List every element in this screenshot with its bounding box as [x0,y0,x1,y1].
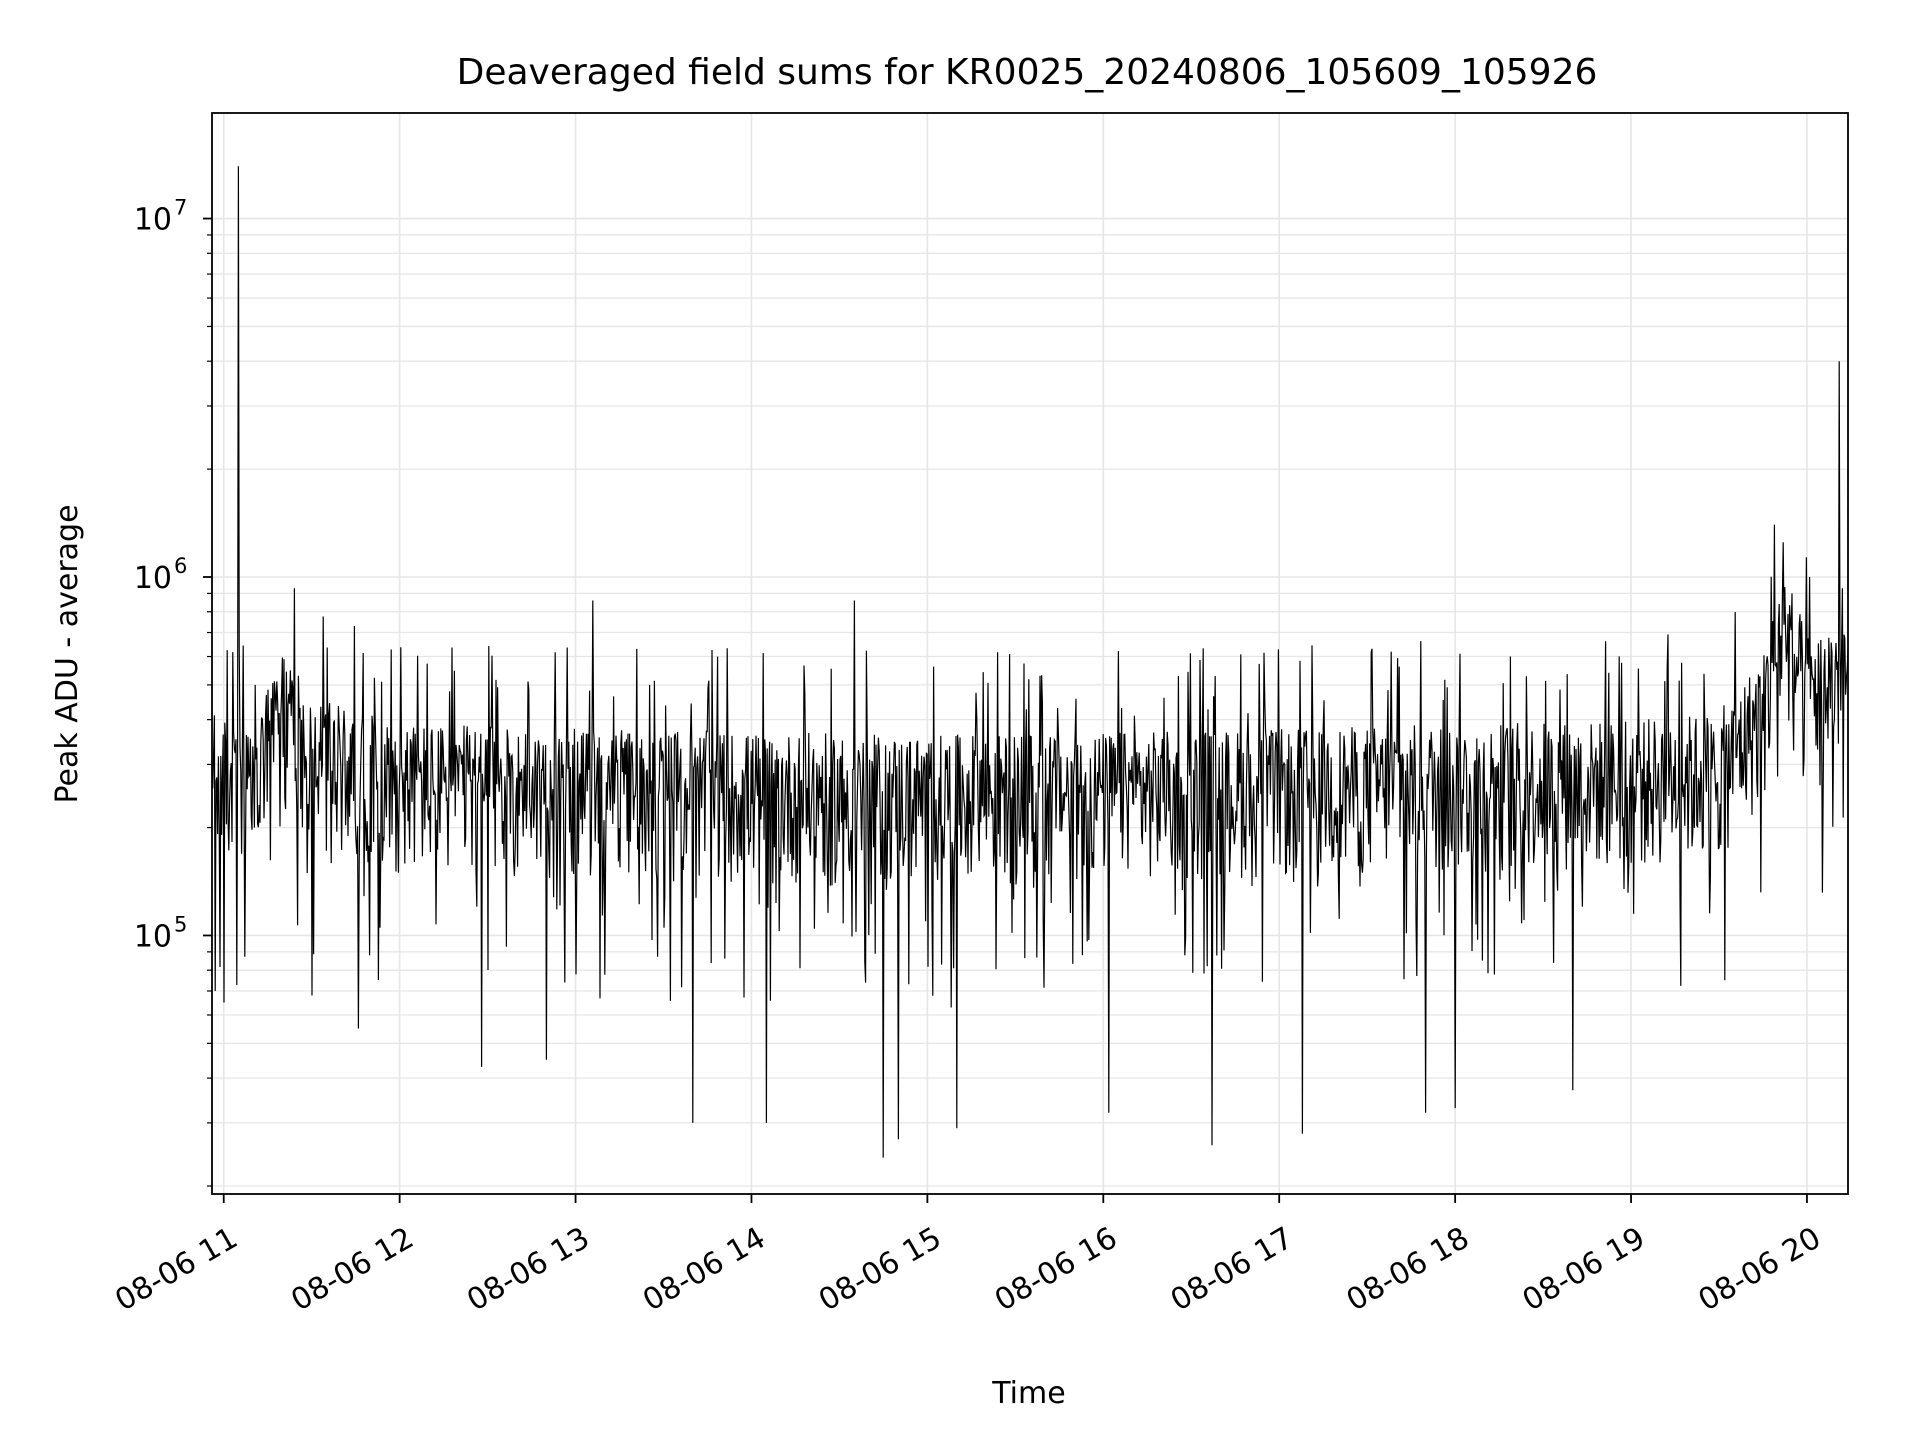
series-line [211,166,1849,1158]
y-tick-label-exponent: 6 [174,554,187,578]
y-tick-label: 10 [134,919,172,954]
x-axis-label: Time [991,1376,1065,1411]
chart-title: Deaveraged field sums for KR0025_2024080… [457,52,1598,93]
y-tick-label: 10 [134,561,172,596]
series-line-group [211,166,1849,1158]
plot-frame [211,112,1849,1195]
y-axis-label: Peak ADU - average [50,504,85,803]
y-tick-label-exponent: 7 [174,196,187,220]
y-tick-label: 10 [134,203,172,238]
axes [211,112,1849,1195]
y-tick-label-exponent: 5 [174,912,187,936]
